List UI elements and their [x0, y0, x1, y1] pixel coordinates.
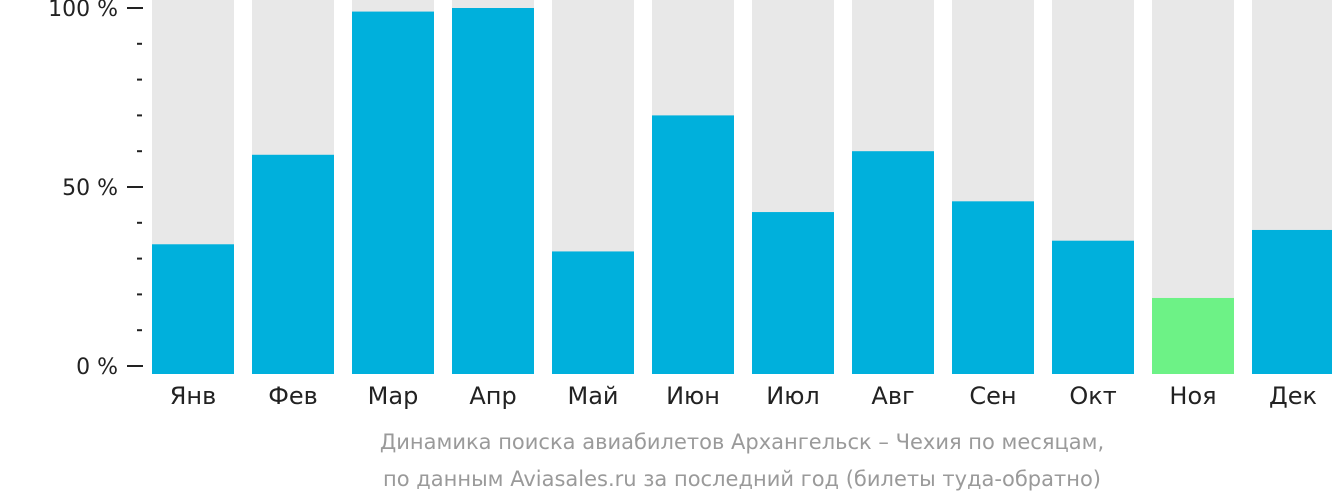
y-tick-label: 50 %: [62, 176, 118, 201]
x-tick-label: Мар: [368, 382, 419, 410]
bar-chart: 0 % 50 % 100 % Янв Фев Мар Апр Май Июн Июл Авг Сен…: [48, 0, 1332, 410]
x-tick-label: Апр: [469, 382, 516, 410]
bar: [252, 154, 334, 374]
x-tick-label: Дек: [1269, 382, 1317, 410]
x-tick-label: Авг: [871, 382, 914, 410]
bar: [852, 151, 934, 374]
bar: [1252, 229, 1332, 374]
chart-caption-line-1: Динамика поиска авиабилетов Архангельск …: [379, 430, 1105, 454]
bar: [752, 212, 834, 374]
bar: [152, 244, 234, 374]
x-axis: Янв Фев Мар Апр Май Июн Июл Авг Сен Окт Ноя Дек: [170, 382, 1317, 410]
chart-caption-line-2: по данным Aviasales.ru за последний год …: [383, 467, 1101, 491]
bar: [652, 115, 734, 375]
y-tick-label: 100 %: [48, 0, 118, 22]
y-tick-label: 0 %: [76, 355, 118, 380]
bar: [452, 8, 534, 374]
y-axis: 0 % 50 % 100 %: [48, 0, 143, 380]
x-tick-label: Июл: [766, 382, 820, 410]
bar: [352, 11, 434, 375]
x-tick-label: Июн: [666, 382, 720, 410]
x-tick-label: Ноя: [1169, 382, 1216, 410]
bars: [152, 8, 1332, 375]
x-tick-label: Окт: [1069, 382, 1116, 410]
bar: [952, 201, 1034, 374]
x-tick-label: Май: [567, 382, 618, 410]
x-tick-label: Фев: [268, 382, 318, 410]
x-tick-label: Сен: [969, 382, 1016, 410]
bar: [1052, 240, 1134, 374]
bar: [1152, 297, 1234, 374]
bar: [552, 251, 634, 374]
x-tick-label: Янв: [170, 382, 217, 410]
